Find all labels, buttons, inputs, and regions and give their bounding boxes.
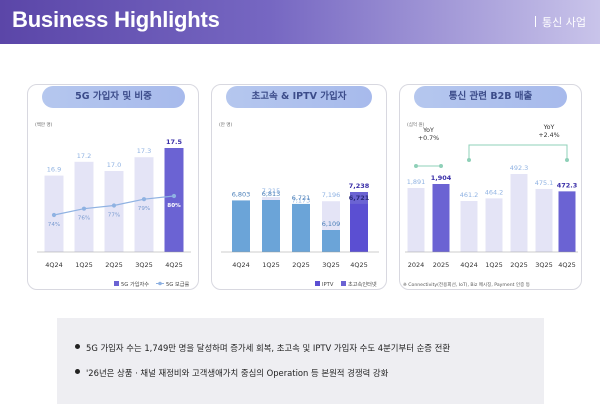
point-5g-penetration (81, 206, 87, 211)
data-label-iptv: 6,803 (232, 190, 251, 198)
data-label-iptv: 6,721 (349, 194, 370, 202)
data-label-broadband: 7,215 (262, 187, 281, 195)
x-tick-label: 4Q25 (350, 261, 368, 269)
chart-5g: (백만 명) 16.9 4Q24 17.2 1Q25 17.0 2Q25 17.3 3Q25 1… (35, 121, 191, 288)
data-label-subscribers: 17.5 (166, 138, 183, 146)
data-label-subscribers: 17.0 (107, 161, 121, 169)
yoy-marker (565, 158, 569, 162)
summary-box: 5G 가입자 수는 1,749만 명을 달성하며 증가세 회복, 초고속 및 I… (57, 318, 544, 404)
x-tick-label: 1Q25 (485, 261, 503, 269)
bar-5g-subscribers (164, 148, 184, 252)
legend-swatch-broadband (341, 281, 346, 286)
yoy-marker (439, 164, 443, 168)
point-5g-penetration (111, 203, 117, 208)
bar-b2b-revenue (510, 174, 528, 252)
x-tick-label: 3Q25 (135, 261, 153, 269)
data-label-penetration: 74% (48, 222, 60, 228)
data-label-b2b: 1,891 (407, 178, 426, 186)
x-tick-label: 3Q25 (322, 261, 340, 269)
x-tick-label: 2Q25 (292, 261, 310, 269)
yoy-label-annual-title: YoY (422, 127, 434, 134)
page-title: Business Highlights (12, 7, 220, 32)
data-label-b2b: 472.3 (557, 181, 578, 189)
point-5g-penetration (51, 212, 57, 218)
bar-b2b-revenue (485, 198, 503, 252)
panel-broadband-iptv (211, 84, 387, 290)
x-tick-label: 2025 (433, 261, 450, 269)
panel-b2b (399, 84, 582, 290)
yoy-marker (467, 158, 471, 162)
x-tick-label: 2024 (408, 261, 425, 269)
data-label-penetration: 76% (78, 216, 90, 222)
bar-b2b-revenue (558, 191, 576, 252)
panel-5g-title: 5G 가입자 및 비중 (42, 86, 185, 108)
bar-b2b-revenue (535, 188, 553, 252)
x-tick-label: 1Q25 (262, 261, 280, 269)
data-label-subscribers: 17.2 (77, 152, 91, 160)
legend-label-penetration: 5G 보급률 (166, 281, 190, 288)
yoy-label-quarterly-title: YoY (543, 124, 555, 131)
data-label-penetration: 80% (167, 203, 181, 209)
x-tick-label: 4Q25 (558, 261, 576, 269)
legend-label-subscribers: 5G 가입자수 (121, 280, 149, 288)
panel-broadband-iptv-title: 초고속 & IPTV 가입자 (226, 86, 372, 108)
unit-label: (십억 원) (407, 121, 425, 128)
section-label: 통신 사업 (535, 14, 586, 30)
data-label-b2b: 1,904 (431, 174, 452, 182)
bar-b2b-revenue (432, 184, 450, 252)
bar-iptv (322, 230, 340, 252)
x-tick-label: 4Q24 (232, 261, 250, 269)
data-label-iptv: 6,721 (292, 194, 311, 202)
data-label-broadband: 7,238 (349, 182, 370, 190)
x-tick-label: 1Q25 (75, 261, 93, 269)
data-label-penetration: 79% (138, 206, 150, 212)
bar-iptv (350, 203, 368, 252)
x-tick-label: 2Q25 (105, 261, 123, 269)
data-label-subscribers: 17.3 (137, 147, 151, 155)
legend-swatch-iptv (315, 281, 320, 286)
bar-iptv (232, 200, 250, 252)
x-tick-label: 4Q24 (460, 261, 478, 269)
chart-broadband-iptv: (만 명) 7,1566,8034Q247,2156,8131Q257,1736… (219, 121, 379, 288)
data-label-b2b: 475.1 (535, 179, 554, 187)
point-5g-penetration (171, 193, 177, 199)
data-label-b2b: 492.3 (510, 164, 529, 172)
point-5g-penetration (141, 197, 147, 202)
bar-iptv (292, 203, 310, 252)
bar-5g-subscribers (104, 171, 124, 252)
unit-label: (백만 명) (35, 121, 53, 128)
data-label-iptv: 6,109 (322, 220, 341, 228)
legend-marker-penetration (158, 281, 162, 286)
data-label-b2b: 461.2 (460, 191, 479, 199)
data-label-b2b: 464.2 (485, 188, 504, 196)
data-label-subscribers: 16.9 (47, 166, 61, 174)
bar-b2b-revenue (460, 201, 478, 252)
data-label-iptv: 6,813 (262, 190, 281, 198)
summary-bullet: 5G 가입자 수는 1,749만 명을 달성하며 증가세 회복, 초고속 및 I… (75, 342, 450, 354)
panel-b2b-title: 통신 관련 B2B 매출 (414, 86, 567, 108)
summary-bullet: '26년은 상품 · 채널 재정비와 고객생애가치 중심의 Operation … (75, 367, 450, 379)
chart-note: ※ Connectivity(전용회선, IoT), Biz 메시징, Paym… (403, 281, 530, 288)
yoy-label-annual-value: +0.7% (418, 135, 439, 142)
bar-iptv (262, 200, 280, 252)
x-tick-label: 3Q25 (535, 261, 553, 269)
data-label-broadband: 7,196 (322, 191, 341, 199)
x-tick-label: 4Q24 (45, 261, 63, 269)
data-label-penetration: 77% (108, 213, 120, 219)
bar-b2b-revenue (407, 188, 425, 252)
header-banner: Business Highlights 통신 사업 (0, 0, 600, 44)
data-label-broadband: 7,173 (292, 196, 311, 204)
yoy-marker (414, 164, 418, 168)
legend-label-broadband: 초고속인터넷 (348, 280, 377, 288)
yoy-label-quarterly-value: +2.4% (538, 132, 559, 139)
yoy-bracket-quarterly (468, 144, 568, 160)
legend-swatch-subscribers (114, 281, 119, 286)
x-tick-label: 4Q25 (165, 261, 183, 269)
unit-label: (만 명) (219, 121, 232, 128)
legend-label-iptv: IPTV (322, 282, 334, 288)
chart-b2b: (십억 원) 1,891 2024 1,904 2025 461.2 4Q24 464.2 1… (403, 121, 578, 288)
x-tick-label: 2Q25 (510, 261, 528, 269)
bar-5g-subscribers (134, 157, 154, 252)
